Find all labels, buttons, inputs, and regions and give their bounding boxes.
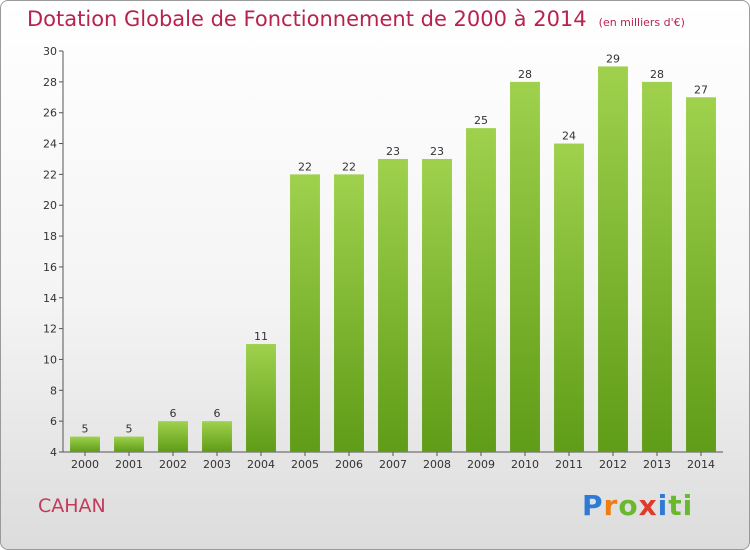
value-label: 6 [214, 407, 221, 420]
bar-2014 [686, 97, 716, 453]
proxiti-logo: Proxiti [582, 489, 694, 522]
title-main: Dotation Globale de Fonctionnement de 20… [27, 7, 587, 31]
value-label: 22 [298, 160, 312, 173]
bar-2001 [114, 436, 144, 452]
value-label: 28 [650, 68, 664, 81]
axes: 4 6 8 10 12 14 16 18 20 22 24 26 28 30 2000 2001 2002 200… [43, 45, 723, 471]
value-label: 29 [606, 52, 620, 65]
value-label: 25 [474, 114, 488, 127]
y-tick-label: 14 [43, 292, 57, 305]
y-tick-label: 4 [50, 446, 57, 459]
y-tick-label: 22 [43, 168, 57, 181]
y-tick-label: 18 [43, 230, 57, 243]
x-tick-label: 2001 [115, 458, 143, 471]
x-tick-label: 2007 [379, 458, 407, 471]
value-label: 28 [518, 68, 532, 81]
bar-2012 [598, 66, 628, 452]
value-label: 6 [170, 407, 177, 420]
x-tick-label: 2010 [511, 458, 539, 471]
x-tick-label: 2008 [423, 458, 451, 471]
bar-2011 [554, 143, 584, 453]
y-tick-label: 28 [43, 76, 57, 89]
y-tick-label: 8 [50, 384, 57, 397]
x-tick-label: 2014 [687, 458, 715, 471]
y-tick-label: 16 [43, 261, 57, 274]
bar-2008 [422, 158, 452, 452]
labels: 5 5 6 6 11 22 22 23 23 25 28 24 29 28 27 [82, 52, 709, 435]
x-tick-label: 2003 [203, 458, 231, 471]
bar-2002 [158, 421, 188, 452]
y-tick-label: 24 [43, 138, 57, 151]
y-tick-label: 26 [43, 107, 57, 120]
value-label: 23 [430, 145, 444, 158]
x-tick-label: 2009 [467, 458, 495, 471]
bar-2013 [642, 81, 672, 452]
value-label: 11 [254, 330, 268, 343]
bars [70, 66, 716, 453]
value-label: 22 [342, 160, 356, 173]
y-tick-label: 30 [43, 45, 57, 58]
x-tick-label: 2004 [247, 458, 275, 471]
x-tick-label: 2002 [159, 458, 187, 471]
value-label: 23 [386, 145, 400, 158]
chart-title: Dotation Globale de Fonctionnement de 20… [27, 7, 685, 31]
commune-name: CAHAN [38, 495, 106, 517]
title-unit: (en milliers d'€) [598, 16, 685, 29]
x-tick-label: 2011 [555, 458, 583, 471]
x-tick-label: 2000 [71, 458, 99, 471]
x-tick-label: 2005 [291, 458, 319, 471]
x-tick-label: 2013 [643, 458, 671, 471]
bar-2005 [290, 174, 320, 452]
bar-2007 [378, 158, 408, 452]
y-tick-label: 20 [43, 199, 57, 212]
y-tick-label: 10 [43, 353, 57, 366]
y-tick-label: 12 [43, 323, 57, 336]
bar-2009 [466, 128, 496, 452]
y-tick-label: 6 [50, 415, 57, 428]
bar-2010 [510, 81, 540, 452]
bar-2000 [70, 436, 100, 452]
x-tick-label: 2006 [335, 458, 363, 471]
bar-2004 [246, 344, 276, 452]
x-tick-label: 2012 [599, 458, 627, 471]
value-label: 24 [562, 130, 576, 143]
value-label: 27 [694, 83, 708, 96]
value-label: 5 [126, 423, 133, 436]
bar-2006 [334, 174, 364, 452]
bar-2003 [202, 421, 232, 452]
value-label: 5 [82, 423, 89, 436]
